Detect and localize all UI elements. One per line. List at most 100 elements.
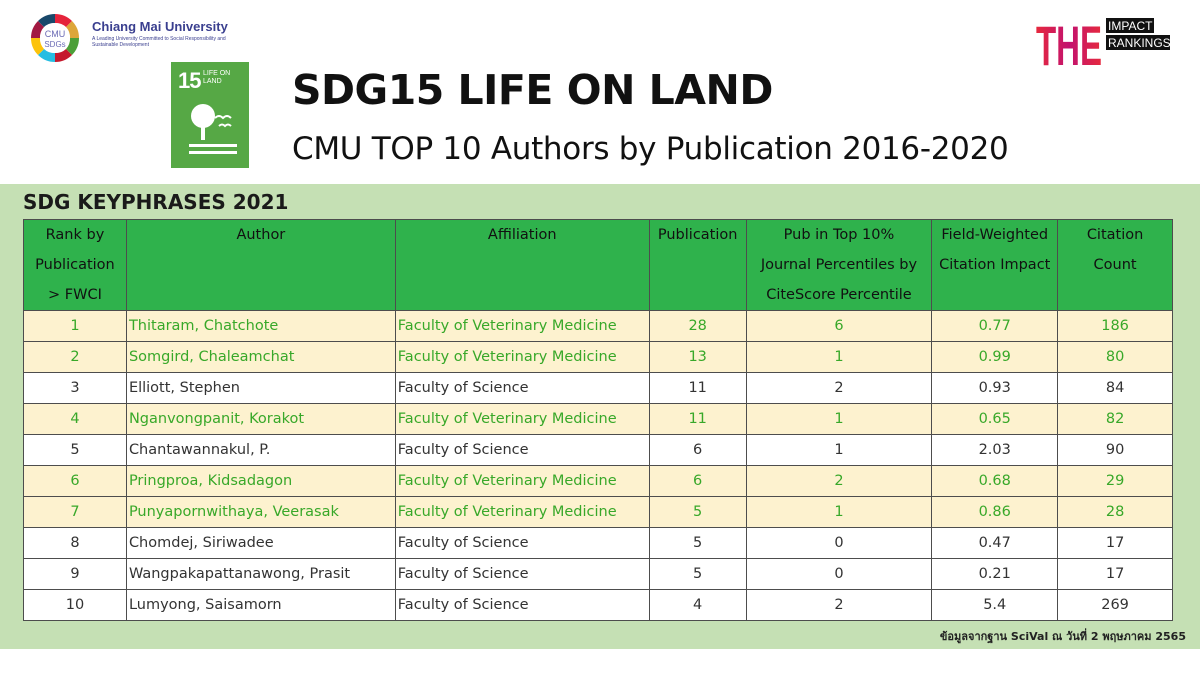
fwci-cell: 5.4 bbox=[931, 589, 1059, 621]
table-row: 4 Nganvongpanit, Korakot Faculty of Veteri… bbox=[23, 403, 1173, 435]
page-title: SDG15 LIFE ON LAND bbox=[292, 66, 773, 114]
fwci-cell: 0.21 bbox=[931, 558, 1059, 590]
sdg-label: LIFE ON LAND bbox=[203, 70, 231, 85]
cmu-sdgs-logo: CMU SDGs Chiang Mai University A Leading… bbox=[26, 12, 236, 68]
affiliation-cell: Faculty of Veterinary Medicine bbox=[394, 403, 650, 435]
top10-cell: 2 bbox=[745, 589, 933, 621]
affiliation-cell: Faculty of Science bbox=[394, 434, 650, 466]
affiliation-cell: Faculty of Veterinary Medicine bbox=[394, 496, 650, 528]
table-row: 1 Thitaram, Chatchote Faculty of Veterinar… bbox=[23, 310, 1173, 342]
publication-cell: 13 bbox=[648, 341, 747, 373]
col-header-fwci: Field-Weighted Citation Impact bbox=[931, 219, 1059, 311]
col-header-citations: Citation Count bbox=[1057, 219, 1173, 311]
col-header-fwci-line1: Field-Weighted bbox=[941, 227, 1049, 243]
the-impact-word: IMPACT bbox=[1108, 19, 1153, 33]
top10-cell: 0 bbox=[745, 527, 933, 559]
publication-cell: 4 bbox=[648, 589, 747, 621]
rank-cell: 5 bbox=[23, 434, 127, 466]
citation-count-cell: 17 bbox=[1057, 527, 1173, 559]
col-header-rank: Rank by Publication > FWCI bbox=[23, 219, 127, 311]
top10-cell: 2 bbox=[745, 372, 933, 404]
col-header-affiliation-label: Affiliation bbox=[487, 227, 557, 243]
rank-cell: 6 bbox=[23, 465, 127, 497]
col-header-rank-line1: Rank by bbox=[45, 227, 105, 243]
rank-cell: 9 bbox=[23, 558, 127, 590]
the-letters: THE bbox=[1036, 15, 1102, 67]
citation-count-cell: 269 bbox=[1057, 589, 1173, 621]
table-row: 5 Chantawannakul, P. Faculty of Science 6 1 2… bbox=[23, 434, 1173, 466]
sdg-number: 15 bbox=[178, 68, 202, 93]
col-header-top10-line1: Pub in Top 10% bbox=[783, 227, 895, 243]
top10-cell: 6 bbox=[745, 310, 933, 342]
fwci-cell: 0.93 bbox=[931, 372, 1059, 404]
sdg-wheel-icon: CMU SDGs bbox=[30, 13, 80, 63]
author-cell: Chantawannakul, P. bbox=[125, 434, 396, 466]
col-header-rank-line3: > FWCI bbox=[48, 287, 102, 303]
col-header-citations-line2: Count bbox=[1093, 257, 1137, 273]
citation-count-cell: 28 bbox=[1057, 496, 1173, 528]
author-cell: Lumyong, Saisamorn bbox=[125, 589, 396, 621]
author-cell: Wangpakapattanawong, Prasit bbox=[125, 558, 396, 590]
tree-birds-icon bbox=[189, 104, 237, 154]
rank-cell: 3 bbox=[23, 372, 127, 404]
author-cell: Chomdej, Siriwadee bbox=[125, 527, 396, 559]
table-row: 9 Wangpakapattanawong, Prasit Faculty of S… bbox=[23, 558, 1173, 590]
affiliation-cell: Faculty of Science bbox=[394, 527, 650, 559]
cmu-wheel-bottom-text: SDGs bbox=[44, 40, 65, 49]
publication-cell: 5 bbox=[648, 558, 747, 590]
citation-count-cell: 186 bbox=[1057, 310, 1173, 342]
col-header-author-label: Author bbox=[236, 227, 286, 243]
publication-cell: 28 bbox=[648, 310, 747, 342]
top10-cell: 2 bbox=[745, 465, 933, 497]
citation-count-cell: 84 bbox=[1057, 372, 1173, 404]
col-header-fwci-line2: Citation Impact bbox=[939, 257, 1051, 273]
affiliation-cell: Faculty of Science bbox=[394, 589, 650, 621]
col-header-citations-line1: Citation bbox=[1086, 227, 1144, 243]
publication-cell: 11 bbox=[648, 372, 747, 404]
publication-cell: 6 bbox=[648, 434, 747, 466]
table-row: 10 Lumyong, Saisamorn Faculty of Science 4 2… bbox=[23, 589, 1173, 621]
page-subtitle: CMU TOP 10 Authors by Publication 2016-2… bbox=[292, 131, 1009, 167]
publication-cell: 5 bbox=[648, 496, 747, 528]
rank-cell: 7 bbox=[23, 496, 127, 528]
rank-cell: 2 bbox=[23, 341, 127, 373]
citation-count-cell: 90 bbox=[1057, 434, 1173, 466]
top10-cell: 1 bbox=[745, 341, 933, 373]
author-cell: Pringproa, Kidsadagon bbox=[125, 465, 396, 497]
rank-cell: 8 bbox=[23, 527, 127, 559]
author-cell: Nganvongpanit, Korakot bbox=[125, 403, 396, 435]
the-rankings-word: RANKINGS bbox=[1108, 36, 1171, 50]
rank-cell: 1 bbox=[23, 310, 127, 342]
citation-count-cell: 29 bbox=[1057, 465, 1173, 497]
col-header-top10: Pub in Top 10% Journal Percentiles by Ci… bbox=[745, 219, 933, 311]
university-name: Chiang Mai University bbox=[92, 19, 228, 34]
affiliation-cell: Faculty of Veterinary Medicine bbox=[394, 310, 650, 342]
table-row: 8 Chomdej, Siriwadee Faculty of Science 5 0 0… bbox=[23, 527, 1173, 559]
university-tagline: A Leading University Committed to Social… bbox=[92, 36, 226, 48]
affiliation-cell: Faculty of Veterinary Medicine bbox=[394, 341, 650, 373]
top10-cell: 1 bbox=[745, 403, 933, 435]
citation-count-cell: 80 bbox=[1057, 341, 1173, 373]
fwci-cell: 0.65 bbox=[931, 403, 1059, 435]
publication-cell: 6 bbox=[648, 465, 747, 497]
source-note: ข้อมูลจากฐาน SciVal ณ วันที่ 2 พฤษภาคม 2… bbox=[939, 630, 1186, 643]
col-header-publication: Publication bbox=[648, 219, 747, 311]
fwci-cell: 0.77 bbox=[931, 310, 1059, 342]
col-header-affiliation: Affiliation bbox=[394, 219, 650, 311]
table-header-row: Rank by Publication > FWCI Author Affili… bbox=[23, 219, 1173, 311]
cmu-wheel-top-text: CMU bbox=[45, 29, 66, 39]
author-cell: Punyapornwithaya, Veerasak bbox=[125, 496, 396, 528]
table-row: 2 Somgird, Chaleamchat Faculty of Veterina… bbox=[23, 341, 1173, 373]
author-cell: Elliott, Stephen bbox=[125, 372, 396, 404]
col-header-top10-line3: CiteScore Percentile bbox=[766, 287, 912, 303]
col-header-publication-label: Publication bbox=[657, 227, 738, 243]
col-header-rank-line2: Publication bbox=[35, 257, 115, 273]
fwci-cell: 0.99 bbox=[931, 341, 1059, 373]
the-impact-rankings-logo: THE IMPACT RANKINGS bbox=[1036, 15, 1171, 67]
authors-table: Rank by Publication > FWCI Author Affili… bbox=[23, 219, 1173, 621]
fwci-cell: 0.86 bbox=[931, 496, 1059, 528]
panel-heading: SDG KEYPHRASES 2021 bbox=[23, 190, 289, 214]
sdg15-tile: 15 LIFE ON LAND bbox=[171, 62, 249, 168]
data-panel: SDG KEYPHRASES 2021 Rank by Publication … bbox=[0, 184, 1200, 649]
col-header-top10-line2: Journal Percentiles by bbox=[760, 257, 918, 273]
